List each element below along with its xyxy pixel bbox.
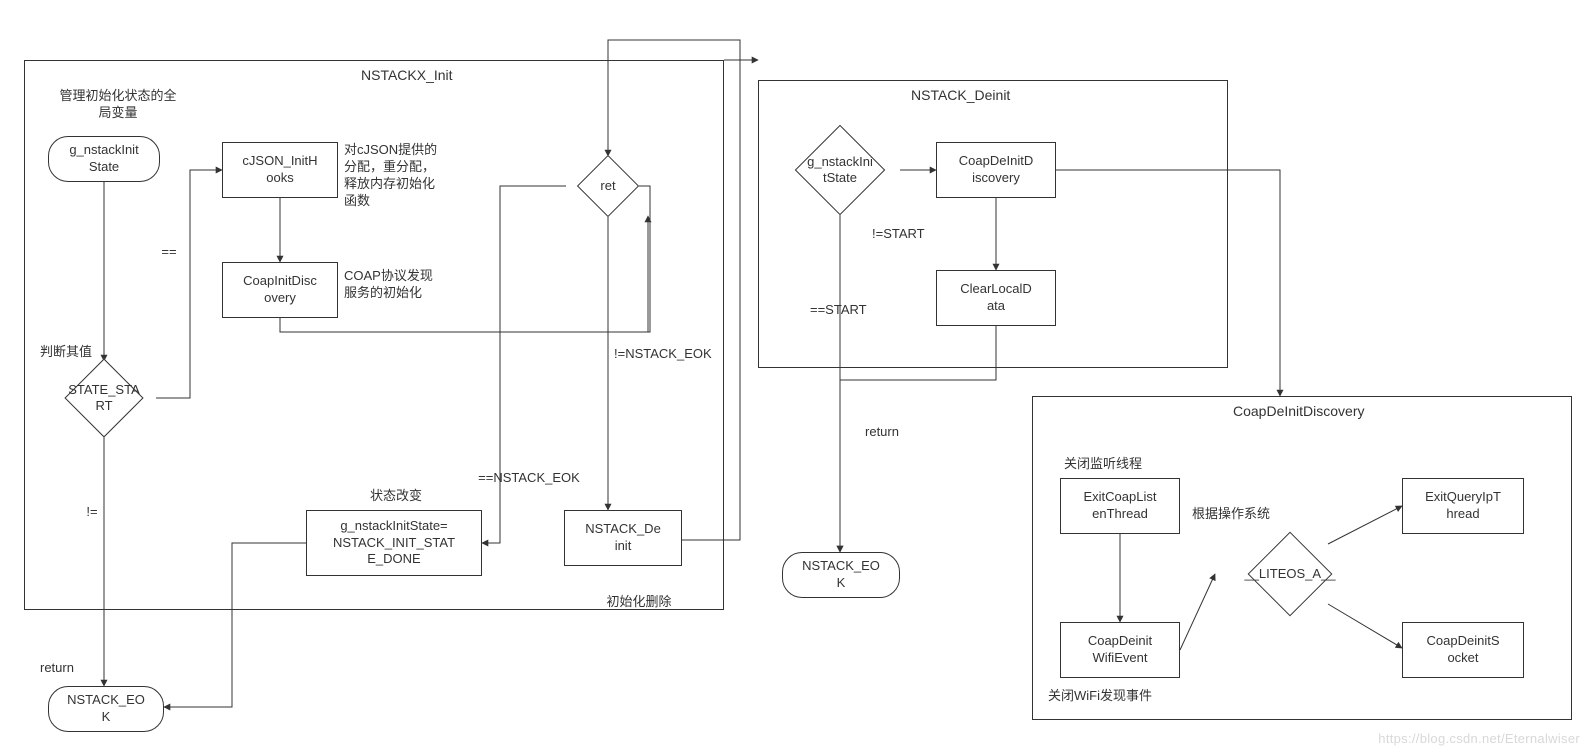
annot-a16: 关闭WiFi发现事件: [1048, 688, 1188, 705]
node-label: NSTACK_EOK: [802, 558, 880, 592]
node-label: cJSON_InitHooks: [242, 153, 317, 187]
node-g-nstackinitstate-done: g_nstackInitState=NSTACK_INIT_STATE_DONE: [306, 510, 482, 576]
container-title: NSTACK_Deinit: [911, 87, 1010, 103]
node-g-nstackinitstate-2: g_nstackInitState: [780, 130, 900, 210]
node-nstack-eok-1: NSTACK_EOK: [48, 686, 164, 732]
node-label: g_nstackInitState: [807, 154, 873, 185]
node-label: NSTACK_EOK: [67, 692, 145, 726]
node-nstack-deinit-box: NSTACK_Deinit: [564, 510, 682, 566]
node-label: CoapInitDiscovery: [243, 273, 317, 307]
node-clearlocaldata: ClearLocalData: [936, 270, 1056, 326]
node-ret: ret: [566, 156, 650, 216]
annot-a5: ==: [154, 244, 184, 261]
node-label: CoapDeInitDiscovery: [959, 153, 1033, 187]
node-coapdeinitwifievent: CoapDeinitWifiEvent: [1060, 622, 1180, 678]
node-coapdeinitdiscovery-box: CoapDeInitDiscovery: [936, 142, 1056, 198]
annot-a17: 根据操作系统: [1192, 506, 1292, 523]
watermark: https://blog.csdn.net/Eternalwiser: [1378, 731, 1580, 746]
node-label: ExitCoapListenThread: [1084, 489, 1157, 523]
node-label: ClearLocalData: [960, 281, 1032, 315]
annot-a3: COAP协议发现服务的初始化: [344, 268, 454, 302]
node-label: ret: [600, 178, 615, 194]
node-exitqueryipthread: ExitQueryIpThread: [1402, 478, 1524, 534]
node-label: __LITEOS_A__: [1244, 566, 1335, 582]
annot-a15: 关闭监听线程: [1064, 456, 1164, 473]
node-coapinitdiscovery: CoapInitDiscovery: [222, 262, 338, 318]
annot-a12: !=START: [872, 226, 952, 243]
annot-a6: !=: [80, 504, 104, 521]
annot-a4: 判断其值: [40, 344, 110, 361]
annot-a7: 状态改变: [356, 488, 436, 505]
node-label: CoapDeinitSocket: [1427, 633, 1500, 667]
annot-a13: ==START: [810, 302, 890, 319]
node-state-start: STATE_START: [52, 361, 156, 435]
annot-a10: 初始化删除: [594, 594, 684, 611]
node-nstack-eok-2: NSTACK_EOK: [782, 552, 900, 598]
node-g-nstackinitstate-1: g_nstackInitState: [48, 136, 160, 182]
annot-a1: 管理初始化状态的全局变量: [48, 88, 188, 122]
node-label: NSTACK_Deinit: [585, 521, 661, 555]
annot-a8: !=NSTACK_EOK: [614, 346, 734, 363]
node-coapdeinitsocket: CoapDeinitSocket: [1402, 622, 1524, 678]
node-label: g_nstackInitState=NSTACK_INIT_STATE_DONE: [333, 518, 455, 569]
node-label: CoapDeinitWifiEvent: [1088, 633, 1152, 667]
container-title: NSTACKX_Init: [361, 67, 453, 83]
node-cjson-inithooks: cJSON_InitHooks: [222, 142, 338, 198]
annot-a2: 对cJSON提供的分配，重分配，释放内存初始化函数: [344, 142, 454, 210]
node-liteos-a: __LITEOS_A__: [1215, 538, 1365, 610]
annot-a9: ==NSTACK_EOK: [464, 470, 594, 487]
node-label: g_nstackInitState: [69, 142, 138, 176]
node-label: STATE_START: [68, 382, 140, 413]
node-exitcoaplistenthread: ExitCoapListenThread: [1060, 478, 1180, 534]
annot-a11: return: [40, 660, 100, 677]
annot-a14: return: [852, 424, 912, 441]
container-title: CoapDeInitDiscovery: [1233, 403, 1365, 419]
node-label: ExitQueryIpThread: [1425, 489, 1501, 523]
